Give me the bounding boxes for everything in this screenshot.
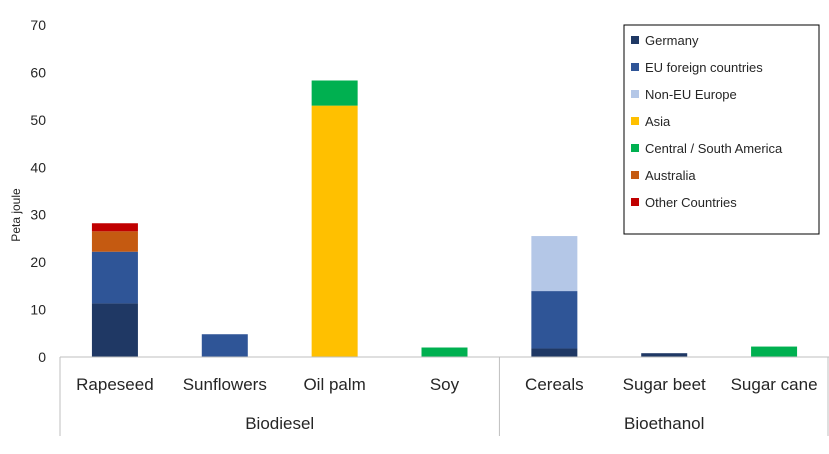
bar-segment-cereals [531,348,578,357]
y-tick-label: 20 [30,254,46,270]
bar-segment-cereals [531,236,578,292]
group-label: Bioethanol [624,414,704,433]
y-tick-label: 70 [30,17,46,33]
legend-label: EU foreign countries [645,60,763,75]
x-tick-label: Rapeseed [76,375,154,394]
bar-segment-rapeseed [91,231,138,252]
legend-swatch [631,198,639,206]
y-tick-label: 40 [30,159,46,175]
legend-swatch [631,171,639,179]
legend-label: Germany [645,33,699,48]
x-tick-label: Sugar cane [731,375,818,394]
bar-segment-cereals [531,291,578,349]
bar-segment-sunflowers [201,334,248,357]
bar-segment-rapeseed [91,303,138,357]
y-tick-label: 60 [30,64,46,80]
y-axis-label: Peta joule [9,188,23,242]
legend-swatch [631,36,639,44]
legend-swatch [631,63,639,71]
y-tick-label: 10 [30,302,46,318]
y-tick-label: 50 [30,112,46,128]
bar-segment-soy [421,347,468,357]
y-tick-label: 0 [38,349,46,365]
legend-label: Central / South America [645,141,783,156]
y-tick-label: 30 [30,207,46,223]
y-axis-ticks: 0 10 20 30 40 50 60 70 [30,17,46,365]
legend-label: Non-EU Europe [645,87,737,102]
x-tick-label: Oil palm [303,375,365,394]
legend-label: Other Countries [645,195,737,210]
legend-swatch [631,144,639,152]
group-label: Biodiesel [245,414,314,433]
bar-segment-oil-palm [311,105,358,357]
x-tick-label: Sunflowers [183,375,267,394]
legend: Germany EU foreign countries Non-EU Europe… [623,24,820,235]
bar-segment-oil-palm [311,80,358,106]
bar-segment-rapeseed [91,223,138,232]
legend-label: Australia [645,168,696,183]
legend-label: Asia [645,114,671,129]
category-axis: Rapeseed Sunflowers Oil palm Soy Cereals Suga… [59,356,829,436]
bar-segment-rapeseed [91,251,138,304]
x-tick-label: Cereals [525,375,584,394]
legend-swatch [631,90,639,98]
bars [91,80,798,357]
bar-segment-sugar-cane [751,346,798,357]
bar-segment-sugar-beet [641,353,688,357]
legend-swatch [631,117,639,125]
x-tick-label: Sugar beet [623,375,706,394]
legend-box [623,24,820,235]
x-tick-label: Soy [430,375,460,394]
